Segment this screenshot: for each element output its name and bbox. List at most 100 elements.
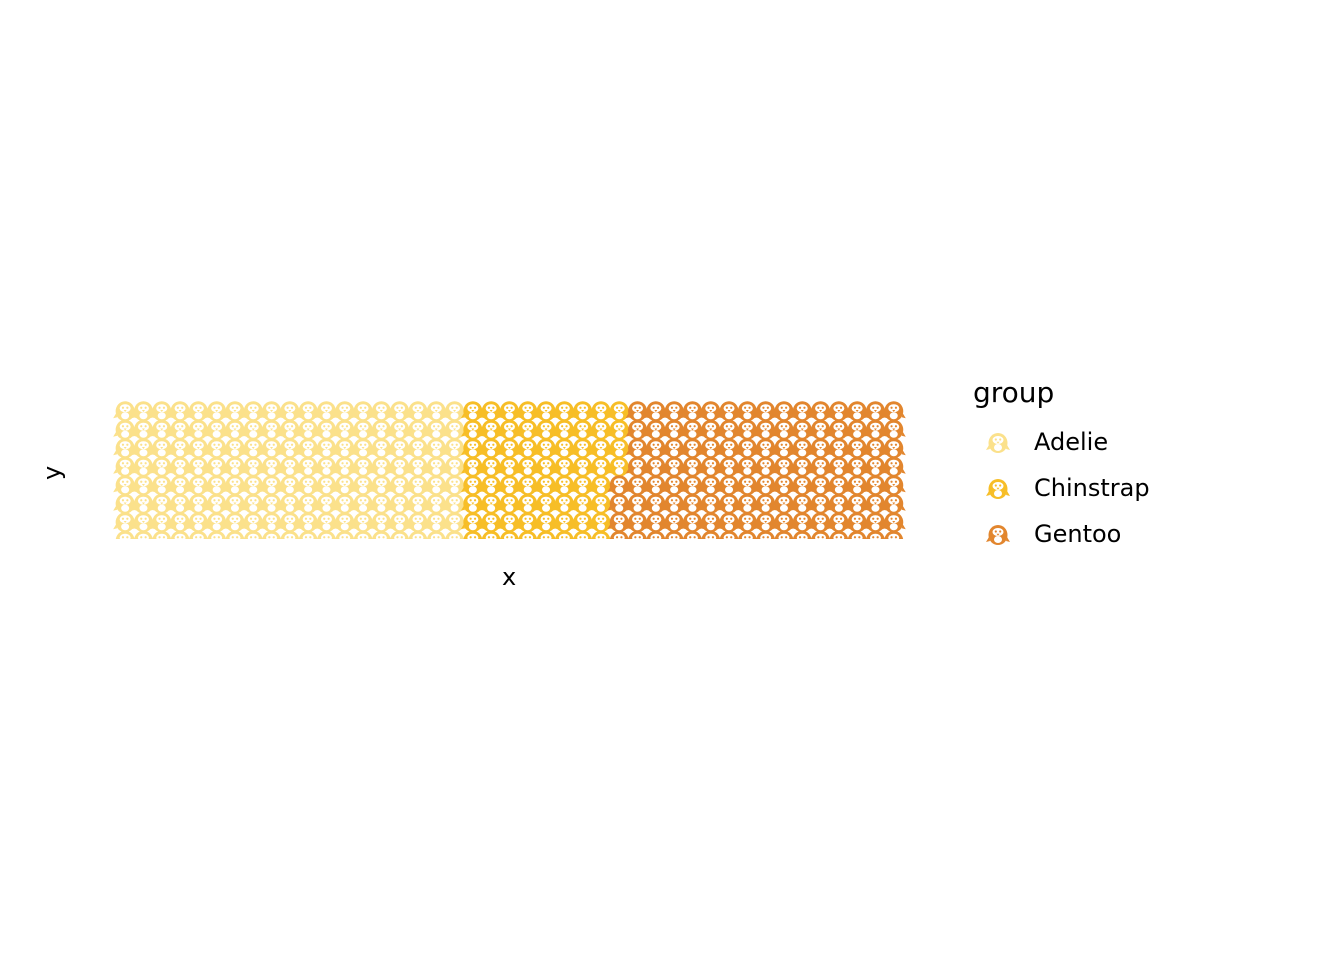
waffle-cell-gentoo — [826, 493, 851, 514]
waffle-cell-adelie — [387, 419, 412, 440]
waffle-cell-adelie — [149, 512, 174, 533]
waffle-cell-adelie — [259, 419, 284, 440]
waffle-cell-gentoo — [698, 456, 723, 477]
waffle-cell-gentoo — [771, 512, 796, 533]
waffle-cell-adelie — [387, 475, 412, 496]
waffle-cell-gentoo — [735, 493, 760, 514]
legend-label-gentoo: Gentoo — [1034, 520, 1122, 548]
waffle-cell-gentoo — [735, 456, 760, 477]
waffle-cell-adelie — [405, 401, 430, 422]
waffle-cell-gentoo — [717, 475, 742, 496]
waffle-cell-gentoo — [808, 493, 833, 514]
waffle-cell-gentoo — [863, 401, 888, 422]
waffle-cell-gentoo — [680, 493, 705, 514]
waffle-cell-chinstrap — [479, 401, 504, 422]
waffle-cell-gentoo — [698, 438, 723, 459]
waffle-cell-adelie — [405, 475, 430, 496]
plot-panel-edge — [0, 539, 960, 559]
waffle-cell-chinstrap — [570, 512, 595, 533]
waffle-cell-chinstrap — [552, 401, 577, 422]
waffle-cell-gentoo — [808, 438, 833, 459]
waffle-cell-adelie — [424, 438, 449, 459]
waffle-cell-adelie — [387, 456, 412, 477]
waffle-cell-adelie — [168, 419, 193, 440]
waffle-cell-chinstrap — [479, 419, 504, 440]
waffle-cell-gentoo — [863, 456, 888, 477]
waffle-cell-chinstrap — [515, 475, 540, 496]
legend-key-gentoo — [986, 525, 1010, 545]
waffle-cell-gentoo — [863, 493, 888, 514]
plot-area — [0, 401, 960, 559]
waffle-cell-adelie — [442, 512, 467, 533]
waffle-cell-adelie — [204, 401, 229, 422]
waffle-cell-gentoo — [662, 493, 687, 514]
waffle-cell-adelie — [424, 456, 449, 477]
waffle-cell-chinstrap — [552, 456, 577, 477]
waffle-cell-gentoo — [863, 512, 888, 533]
waffle-cell-adelie — [405, 456, 430, 477]
waffle-cell-gentoo — [881, 493, 906, 514]
waffle-cell-chinstrap — [534, 475, 559, 496]
waffle-cell-chinstrap — [515, 419, 540, 440]
waffle-cell-adelie — [442, 456, 467, 477]
waffle-cell-adelie — [369, 512, 394, 533]
waffle-cell-chinstrap — [552, 475, 577, 496]
waffle-cell-adelie — [204, 419, 229, 440]
waffle-cell-gentoo — [662, 456, 687, 477]
waffle-cell-adelie — [241, 456, 266, 477]
waffle-cell-gentoo — [662, 475, 687, 496]
waffle-cell-gentoo — [625, 475, 650, 496]
waffle-cell-adelie — [296, 401, 321, 422]
waffle-cell-gentoo — [771, 401, 796, 422]
waffle-cell-chinstrap — [515, 456, 540, 477]
waffle-cell-adelie — [424, 475, 449, 496]
waffle-cell-adelie — [241, 438, 266, 459]
waffle-cell-adelie — [241, 419, 266, 440]
waffle-cell-adelie — [296, 456, 321, 477]
waffle-cell-chinstrap — [570, 493, 595, 514]
waffle-cell-chinstrap — [588, 401, 613, 422]
legend-label-chinstrap: Chinstrap — [1034, 474, 1150, 502]
waffle-cell-adelie — [131, 493, 156, 514]
waffle-cell-adelie — [369, 493, 394, 514]
waffle-cell-adelie — [113, 512, 138, 533]
waffle-cell-adelie — [222, 456, 247, 477]
waffle-cell-adelie — [332, 512, 357, 533]
waffle-cell-adelie — [314, 512, 339, 533]
waffle-cell-adelie — [442, 438, 467, 459]
waffle-cell-adelie — [113, 401, 138, 422]
waffle-cell-gentoo — [625, 401, 650, 422]
waffle-cell-gentoo — [717, 419, 742, 440]
waffle-cell-adelie — [113, 438, 138, 459]
waffle-cell-gentoo — [735, 475, 760, 496]
legend-title: group — [973, 376, 1055, 409]
waffle-cell-chinstrap — [515, 512, 540, 533]
waffle-cell-gentoo — [753, 401, 778, 422]
waffle-cell-chinstrap — [570, 456, 595, 477]
waffle-cell-chinstrap — [460, 512, 485, 533]
waffle-cell-gentoo — [771, 493, 796, 514]
waffle-cell-gentoo — [881, 438, 906, 459]
waffle-cell-gentoo — [790, 512, 815, 533]
waffle-cell-chinstrap — [607, 438, 632, 459]
waffle-cell-adelie — [442, 419, 467, 440]
waffle-cell-gentoo — [808, 475, 833, 496]
waffle-cell-chinstrap — [497, 493, 522, 514]
waffle-cell-adelie — [131, 438, 156, 459]
waffle-cell-gentoo — [808, 512, 833, 533]
waffle-cell-adelie — [277, 419, 302, 440]
legend-key-adelie — [986, 433, 1010, 453]
waffle-cell-adelie — [314, 419, 339, 440]
waffle-cell-adelie — [149, 401, 174, 422]
waffle-cell-gentoo — [625, 456, 650, 477]
waffle-cell-gentoo — [735, 401, 760, 422]
waffle-cell-chinstrap — [552, 419, 577, 440]
waffle-cell-gentoo — [826, 475, 851, 496]
waffle-cell-gentoo — [625, 419, 650, 440]
waffle-cell-gentoo — [845, 512, 870, 533]
waffle-cell-chinstrap — [479, 512, 504, 533]
waffle-cell-gentoo — [881, 512, 906, 533]
waffle-cell-gentoo — [790, 456, 815, 477]
waffle-cell-adelie — [424, 512, 449, 533]
waffle-cell-gentoo — [662, 401, 687, 422]
